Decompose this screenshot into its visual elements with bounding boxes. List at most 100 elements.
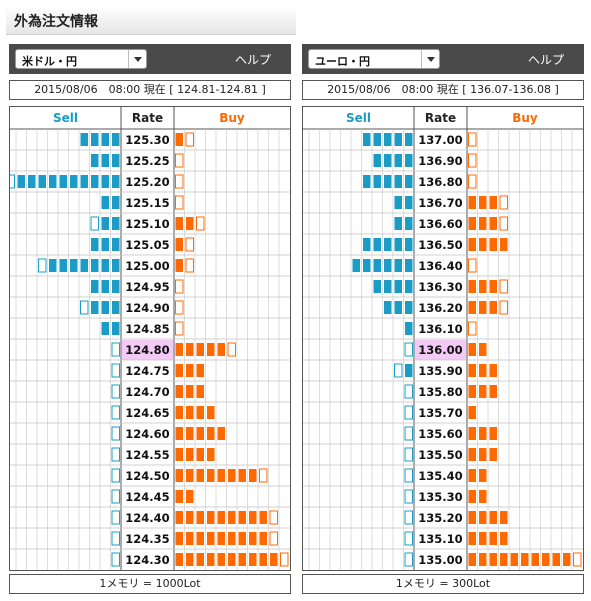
sell-bar-partial bbox=[404, 531, 413, 546]
order-row: 135.10 bbox=[303, 527, 583, 549]
rate-label: 124.75 bbox=[125, 364, 169, 378]
buy-bar-block bbox=[479, 427, 487, 440]
order-row: 124.60 bbox=[10, 422, 290, 444]
sell-bar-block bbox=[394, 196, 402, 209]
buy-bar-partial bbox=[196, 216, 205, 231]
rate-label: 135.40 bbox=[418, 469, 462, 483]
rate-label: 136.30 bbox=[418, 280, 462, 294]
buy-bar-block bbox=[196, 343, 204, 356]
buy-bar-block bbox=[228, 469, 236, 482]
buy-bar-block bbox=[489, 301, 497, 314]
order-row: 125.00 bbox=[10, 254, 290, 276]
rate-label: 135.50 bbox=[418, 448, 462, 462]
buy-bar-block bbox=[228, 511, 236, 524]
buy-bar-block bbox=[249, 511, 257, 524]
dropdown-button[interactable] bbox=[128, 50, 146, 68]
order-row: 125.20 bbox=[6, 170, 290, 192]
sell-bar-partial bbox=[111, 384, 120, 399]
sell-bar-partial bbox=[404, 552, 413, 567]
sell-bar-block bbox=[112, 196, 120, 209]
sell-bar-partial bbox=[111, 489, 120, 504]
rate-label: 136.40 bbox=[418, 259, 462, 273]
buy-bar-block bbox=[468, 469, 476, 482]
buy-bar-block bbox=[531, 553, 539, 566]
rate-label: 124.30 bbox=[125, 553, 169, 567]
buy-bar-block bbox=[500, 532, 508, 545]
sell-bar-block bbox=[80, 133, 88, 146]
sell-bar-block bbox=[405, 259, 413, 272]
rate-label: 137.00 bbox=[418, 133, 462, 147]
help-link[interactable]: ヘルプ bbox=[527, 53, 564, 67]
buy-bar-block bbox=[186, 343, 194, 356]
buy-bar-partial bbox=[499, 216, 508, 231]
help-link[interactable]: ヘルプ bbox=[234, 53, 271, 67]
dropdown-button[interactable] bbox=[421, 50, 439, 68]
order-row: 137.00 bbox=[308, 129, 573, 150]
sell-bar-block bbox=[373, 154, 381, 167]
order-row: 136.60 bbox=[303, 212, 583, 234]
buy-bar-block bbox=[479, 280, 487, 293]
page-title: 外為注文情報 bbox=[14, 14, 98, 30]
buy-bar-partial bbox=[175, 153, 184, 168]
order-book-chart: Sell Rate Buy 125.30 125.25 125.20 125.15 125.1… bbox=[6, 107, 290, 570]
buy-bar-block bbox=[489, 385, 497, 398]
buy-bar-block bbox=[500, 553, 508, 566]
buy-bar-block bbox=[489, 448, 497, 461]
currency-pair-select[interactable]: ユーロ・円 bbox=[308, 49, 440, 69]
sell-bar-block bbox=[101, 238, 109, 251]
buy-bar-block bbox=[175, 259, 183, 272]
sell-bar-block bbox=[101, 196, 109, 209]
rate-info-text: 2015/08/06 08:00 現在 [ 136.07-136.08 ] bbox=[327, 83, 559, 96]
order-row: 124.70 bbox=[10, 380, 290, 402]
buy-bar-block bbox=[196, 364, 204, 377]
rate-label: 136.60 bbox=[418, 217, 462, 231]
sell-bar-block bbox=[405, 196, 413, 209]
order-row: 135.00 bbox=[303, 548, 583, 570]
sell-bar-block bbox=[17, 175, 25, 188]
sell-bar-partial bbox=[404, 489, 413, 504]
sell-bar-block bbox=[70, 175, 78, 188]
sell-bar-block bbox=[38, 175, 46, 188]
order-row: 124.90 bbox=[10, 296, 290, 318]
rate-info-bar: 2015/08/06 08:00 現在 [ 124.81-124.81 ] bbox=[9, 80, 291, 100]
buy-bar-block bbox=[238, 511, 246, 524]
buy-bar-block bbox=[510, 553, 518, 566]
buy-bar-block bbox=[479, 364, 487, 377]
sell-bar-block bbox=[405, 280, 413, 293]
buy-bar-partial bbox=[185, 237, 194, 252]
sell-bar-block bbox=[112, 301, 120, 314]
buy-bar-block bbox=[207, 448, 215, 461]
buy-header: Buy bbox=[219, 111, 245, 125]
buy-bar-block bbox=[217, 511, 225, 524]
order-row: 125.10 bbox=[10, 212, 290, 234]
rate-label: 125.15 bbox=[125, 196, 169, 210]
sell-bar-block bbox=[363, 175, 371, 188]
rate-label: 124.95 bbox=[125, 280, 169, 294]
buy-bar-block bbox=[468, 385, 476, 398]
sell-bar-block bbox=[384, 280, 392, 293]
sell-bar-block bbox=[112, 322, 120, 335]
sell-bar-block bbox=[394, 133, 402, 146]
buy-bar-block bbox=[468, 511, 476, 524]
sell-bar-block bbox=[394, 175, 402, 188]
buy-bar-partial bbox=[175, 279, 184, 294]
sell-bar-block bbox=[373, 175, 381, 188]
sell-bar-partial bbox=[404, 468, 413, 483]
sell-bar-block bbox=[394, 259, 402, 272]
sell-bar-block bbox=[101, 322, 109, 335]
buy-bar-block bbox=[207, 343, 215, 356]
buy-bar-partial bbox=[259, 468, 268, 483]
rate-label: 136.20 bbox=[418, 301, 462, 315]
buy-bar-block bbox=[186, 217, 194, 230]
page-header: 外為注文情報 bbox=[6, 6, 296, 35]
buy-bar-block bbox=[468, 553, 476, 566]
sell-bar-block bbox=[101, 154, 109, 167]
sell-bar-block bbox=[363, 133, 371, 146]
order-row: 124.55 bbox=[10, 443, 290, 465]
currency-pair-select[interactable]: 米ドル・円 bbox=[15, 49, 147, 69]
buy-bar-block bbox=[489, 238, 497, 251]
buy-bar-block bbox=[479, 469, 487, 482]
currency-pair-value: ユーロ・円 bbox=[315, 55, 370, 68]
buy-bar-block bbox=[186, 364, 194, 377]
buy-bar-block bbox=[196, 427, 204, 440]
